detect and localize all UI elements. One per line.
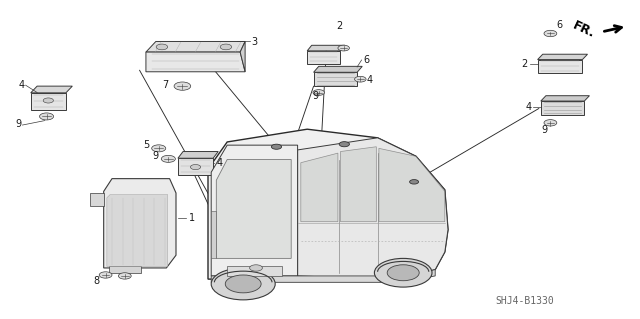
Polygon shape <box>211 270 435 282</box>
Circle shape <box>250 265 262 271</box>
Circle shape <box>410 180 419 184</box>
Polygon shape <box>211 145 298 276</box>
Polygon shape <box>208 129 448 279</box>
Circle shape <box>271 144 282 149</box>
Text: FR.: FR. <box>570 19 597 40</box>
Circle shape <box>355 76 366 82</box>
Circle shape <box>211 268 275 300</box>
Text: 6: 6 <box>364 55 370 65</box>
Polygon shape <box>178 158 213 175</box>
Text: 8: 8 <box>93 276 99 286</box>
Text: 9: 9 <box>15 119 21 130</box>
Circle shape <box>161 155 175 162</box>
Text: 1: 1 <box>189 212 195 223</box>
Polygon shape <box>307 45 345 51</box>
Circle shape <box>374 258 432 287</box>
Text: 9: 9 <box>312 91 319 101</box>
Circle shape <box>338 45 349 51</box>
Polygon shape <box>240 41 245 72</box>
Circle shape <box>174 82 191 90</box>
Text: 2: 2 <box>337 20 343 31</box>
Polygon shape <box>216 160 291 258</box>
Polygon shape <box>314 66 362 72</box>
Polygon shape <box>31 93 66 110</box>
Circle shape <box>544 30 557 37</box>
Circle shape <box>220 44 232 50</box>
Polygon shape <box>31 86 72 93</box>
Polygon shape <box>178 152 218 158</box>
Circle shape <box>339 142 349 147</box>
Circle shape <box>387 265 419 281</box>
Circle shape <box>225 275 261 293</box>
Text: 2: 2 <box>522 59 528 69</box>
Polygon shape <box>314 72 357 86</box>
Circle shape <box>191 165 201 170</box>
Polygon shape <box>541 101 584 115</box>
Circle shape <box>156 44 168 50</box>
Text: 4: 4 <box>366 75 372 85</box>
Polygon shape <box>340 147 376 222</box>
Text: 5: 5 <box>143 140 149 150</box>
Circle shape <box>43 98 54 103</box>
Circle shape <box>40 113 54 120</box>
Polygon shape <box>211 211 216 258</box>
Text: 4: 4 <box>216 158 223 168</box>
Text: 7: 7 <box>162 80 168 90</box>
Polygon shape <box>298 138 448 279</box>
Circle shape <box>152 145 166 152</box>
Polygon shape <box>146 52 245 72</box>
Polygon shape <box>146 41 245 52</box>
Polygon shape <box>227 266 282 276</box>
Polygon shape <box>104 179 176 268</box>
Polygon shape <box>538 54 588 60</box>
Text: 9: 9 <box>152 151 159 161</box>
Text: 4: 4 <box>525 102 531 112</box>
Polygon shape <box>301 153 338 222</box>
Polygon shape <box>538 60 582 73</box>
Polygon shape <box>307 51 340 64</box>
Polygon shape <box>541 96 589 101</box>
Text: 9: 9 <box>541 124 547 135</box>
Polygon shape <box>107 195 168 266</box>
Circle shape <box>313 90 324 95</box>
Polygon shape <box>109 266 141 273</box>
Text: 6: 6 <box>557 20 563 30</box>
Polygon shape <box>90 193 104 206</box>
Text: SHJ4-B1330: SHJ4-B1330 <box>495 296 554 307</box>
Text: 4: 4 <box>18 79 24 90</box>
Circle shape <box>99 272 112 278</box>
Polygon shape <box>379 148 445 222</box>
Text: 3: 3 <box>251 37 257 47</box>
Circle shape <box>544 120 557 126</box>
Circle shape <box>118 273 131 279</box>
